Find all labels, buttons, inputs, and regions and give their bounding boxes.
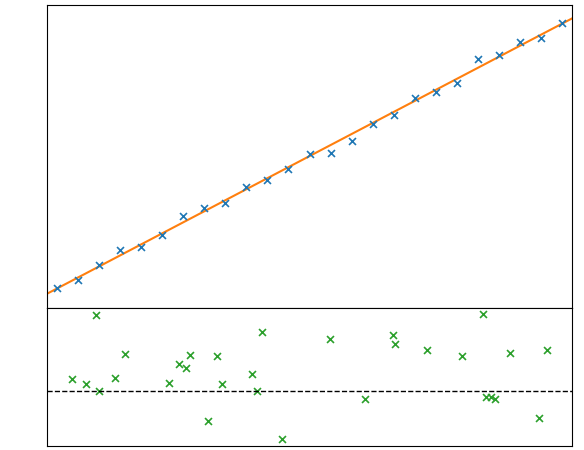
Point xyxy=(557,19,566,26)
Point xyxy=(543,347,552,354)
Point xyxy=(490,395,499,402)
Point xyxy=(158,232,167,239)
Point xyxy=(305,151,314,158)
Point xyxy=(277,436,287,443)
Point xyxy=(221,199,230,206)
Point xyxy=(486,393,495,400)
Point xyxy=(200,205,209,212)
Point xyxy=(110,374,120,382)
Point xyxy=(284,165,293,172)
Point xyxy=(452,79,461,86)
Point xyxy=(252,387,261,395)
Point xyxy=(174,360,183,367)
Point xyxy=(478,310,488,318)
Point xyxy=(481,393,490,400)
Point xyxy=(505,349,515,356)
Point xyxy=(242,183,251,190)
Point xyxy=(431,88,440,95)
Point xyxy=(91,311,100,319)
Point xyxy=(391,341,400,348)
Point xyxy=(410,94,419,101)
Point xyxy=(203,417,212,424)
Point xyxy=(263,176,272,184)
Point xyxy=(137,243,146,250)
Point xyxy=(473,55,482,62)
Point xyxy=(360,396,369,403)
Point xyxy=(179,212,188,220)
Point xyxy=(423,346,432,354)
Point xyxy=(81,381,91,388)
Point xyxy=(247,371,256,378)
Point xyxy=(120,351,129,358)
Point xyxy=(536,34,545,41)
Point xyxy=(218,380,227,387)
Point xyxy=(212,353,221,360)
Point xyxy=(515,39,524,46)
Point xyxy=(257,328,266,335)
Point xyxy=(116,246,125,253)
Point xyxy=(95,261,104,269)
Point xyxy=(534,414,544,421)
Point xyxy=(164,379,173,387)
Point xyxy=(389,332,398,339)
Point xyxy=(74,276,83,284)
Point xyxy=(67,376,77,383)
Point xyxy=(326,149,335,156)
Point xyxy=(53,285,62,292)
Point xyxy=(94,388,103,395)
Point xyxy=(181,364,190,372)
Point xyxy=(389,111,398,118)
Point xyxy=(457,352,467,359)
Point xyxy=(185,352,194,359)
Point xyxy=(368,121,377,128)
Point xyxy=(494,51,503,59)
Point xyxy=(326,336,335,343)
Point xyxy=(347,137,356,144)
